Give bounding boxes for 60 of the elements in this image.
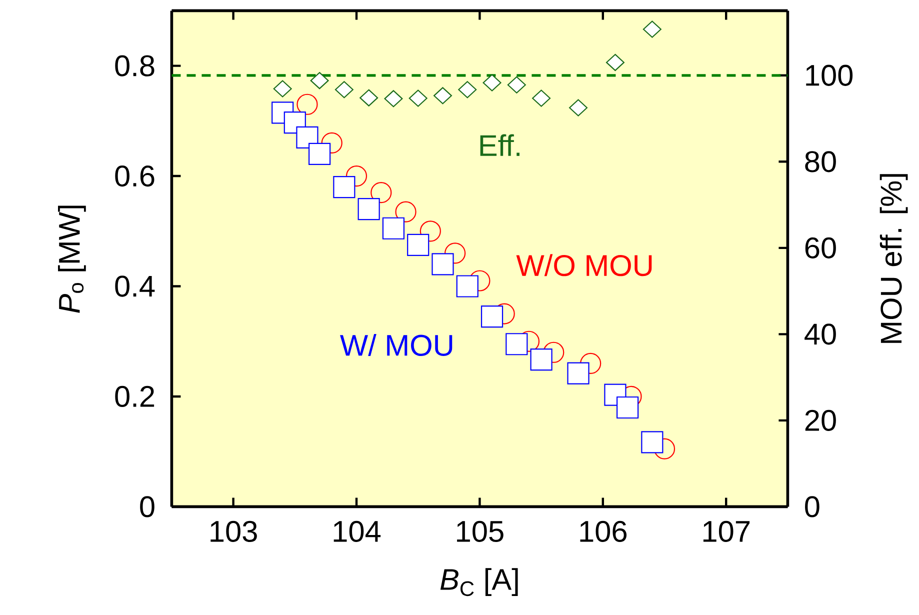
y2-tick-label: 100 — [806, 64, 853, 86]
point — [456, 275, 478, 298]
point — [408, 90, 428, 107]
point — [310, 72, 329, 90]
point — [346, 165, 368, 187]
point — [532, 90, 551, 107]
point — [382, 217, 405, 240]
x-axis-title: B$_{C}$ [A] — [440, 568, 518, 596]
point — [308, 142, 331, 166]
point — [506, 333, 528, 356]
y2-tick-label: 40 — [804, 324, 836, 345]
y-tick-label: 0.6 — [115, 165, 154, 187]
point — [358, 198, 380, 220]
point — [606, 54, 624, 71]
y2-axis-title: MOU eff. [%] — [880, 174, 908, 343]
series-label: Eff. — [480, 134, 520, 156]
y-tick-label: 0.8 — [115, 55, 154, 76]
point — [480, 306, 504, 328]
point — [530, 348, 552, 371]
y2-tick-label: 60 — [805, 237, 836, 258]
point — [384, 90, 403, 108]
point — [273, 80, 292, 98]
series-label: W/O MOU — [516, 254, 652, 276]
point — [543, 342, 564, 363]
point — [433, 87, 452, 104]
point — [420, 220, 441, 242]
point — [642, 20, 662, 38]
point — [432, 253, 454, 276]
x-tick-label: 107 — [703, 520, 750, 542]
point — [458, 81, 477, 98]
point — [482, 74, 502, 92]
point — [296, 94, 318, 115]
point — [654, 438, 676, 460]
point — [469, 270, 490, 292]
y2-tick-label: 0 — [805, 496, 820, 518]
point — [616, 396, 639, 419]
point — [407, 234, 430, 256]
point — [360, 89, 378, 106]
point — [444, 242, 466, 264]
x-tick-label: 106 — [580, 520, 627, 542]
point — [507, 76, 526, 94]
y-axis-title: P$_{o}$ [MW] — [58, 206, 86, 313]
x-tick-label: 104 — [334, 520, 381, 542]
x-tick-label: 103 — [210, 520, 257, 542]
y2-tick-label: 20 — [805, 410, 836, 432]
point — [395, 201, 416, 222]
point — [641, 431, 664, 454]
point — [334, 81, 354, 98]
point — [580, 352, 602, 374]
x-tick-label: 105 — [457, 520, 504, 542]
y2-tick-label: 80 — [805, 151, 836, 172]
y-tick-label: 0 — [140, 496, 154, 518]
series-label: W/ MOU — [340, 334, 452, 356]
point — [370, 182, 392, 204]
point — [321, 132, 342, 154]
point — [567, 362, 590, 384]
point — [333, 176, 356, 198]
y-tick-label: 0.2 — [115, 386, 154, 408]
point — [569, 99, 588, 116]
y-tick-label: 0.4 — [115, 276, 155, 297]
